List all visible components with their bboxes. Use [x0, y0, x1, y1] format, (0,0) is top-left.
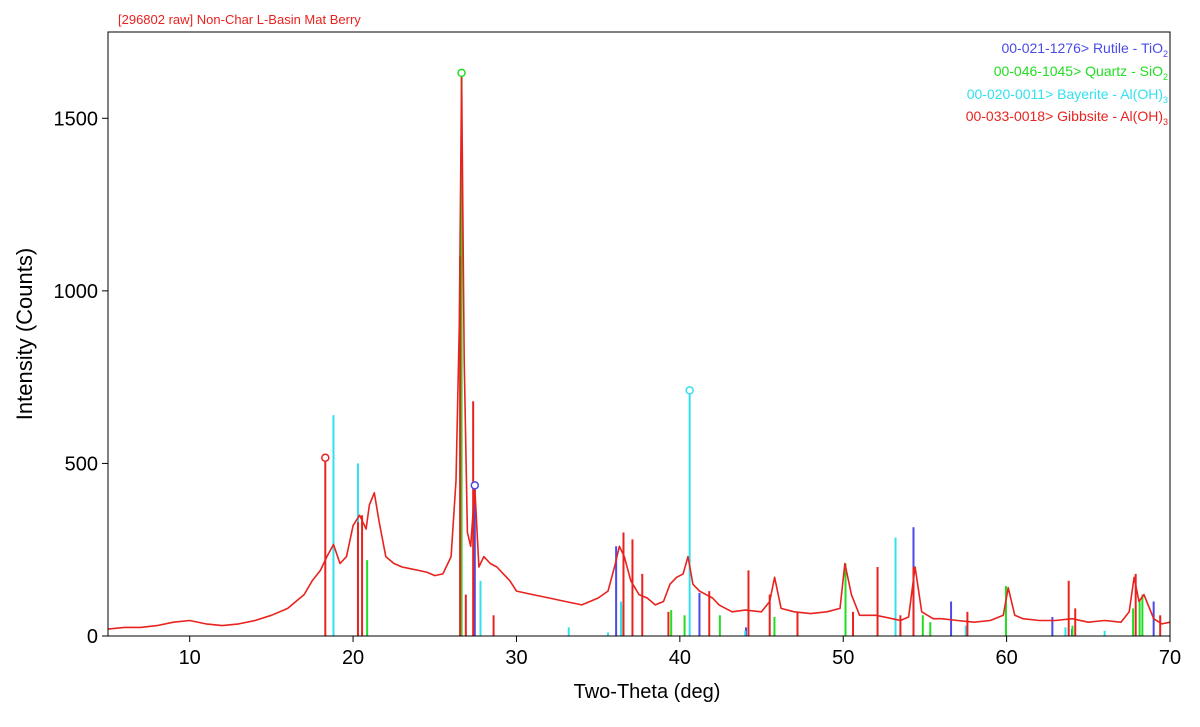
chart-legend: 00-021-1276> Rutile - TiO2 00-046-1045> …: [966, 40, 1168, 131]
legend-formula-subscript: 3: [1162, 94, 1168, 105]
y-tick-label: 1000: [54, 281, 99, 303]
y-tick-label: 1500: [54, 108, 99, 130]
legend-code: 00-046-1045: [993, 62, 1074, 79]
x-tick-label: 40: [669, 647, 691, 669]
y-tick-label: 500: [65, 453, 98, 475]
peak-marker-quartz: [457, 68, 466, 78]
legend-phase-name: Gibbsite: [1057, 108, 1109, 125]
peak-marker-rutile: [470, 481, 480, 490]
chart-title: [296802 raw] Non-Char L-Basin Mat Berry: [118, 12, 361, 27]
legend-item-bayerite: 00-020-0011> Bayerite - Al(OH)3: [966, 85, 1168, 105]
legend-formula-subscript: 3: [1162, 117, 1168, 128]
legend-formula: TiO: [1140, 40, 1163, 56]
x-tick-label: 10: [179, 647, 201, 669]
legend-formula-subscript: 2: [1162, 71, 1168, 82]
legend-formula-subscript: 2: [1162, 48, 1168, 59]
legend-item-rutile: 00-021-1276> Rutile - TiO2: [1001, 40, 1168, 59]
x-tick-label: 30: [505, 647, 527, 669]
x-axis-label: Two-Theta (deg): [574, 681, 721, 703]
legend-code: 00-021-1276: [1001, 40, 1081, 56]
x-tick-label: 50: [832, 647, 854, 669]
legend-phase-name: Rutile: [1092, 40, 1129, 56]
peak-marker-gibbsite: [321, 453, 330, 462]
peak-marker-bayerite: [685, 386, 694, 395]
legend-code: 00-020-0011: [966, 85, 1046, 102]
x-tick-label: 70: [1159, 647, 1181, 669]
legend-code: 00-033-0018: [965, 108, 1046, 125]
legend-formula: Al(OH): [1120, 108, 1163, 125]
y-axis-label: Intensity (Counts): [12, 248, 37, 420]
data-series-line: [107, 76, 1171, 630]
legend-phase-name: Quartz: [1085, 62, 1128, 79]
legend-phase-name: Bayerite: [1057, 85, 1109, 102]
legend-formula: SiO: [1139, 62, 1163, 79]
x-tick-label: 20: [342, 647, 364, 669]
x-tick-label: 60: [995, 647, 1017, 669]
legend-item-gibbsite: 00-033-0018> Gibbsite - Al(OH)3: [965, 108, 1168, 128]
y-tick-label: 0: [87, 626, 98, 648]
legend-formula: Al(OH): [1120, 85, 1163, 102]
plot-frame: [107, 31, 1171, 637]
legend-item-quartz: 00-046-1045> Quartz - SiO2: [993, 62, 1168, 82]
